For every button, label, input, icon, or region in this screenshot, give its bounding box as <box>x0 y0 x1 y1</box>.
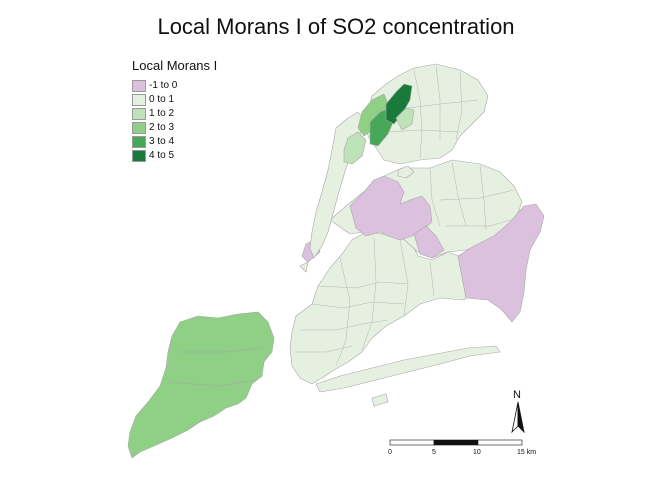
legend-swatch <box>132 121 146 134</box>
legend-swatch <box>132 107 146 120</box>
scale-label: 15 km <box>517 449 536 456</box>
jamaica-purple-region <box>457 203 545 323</box>
scale-segment <box>389 439 435 446</box>
legend-item: 0 to 1 <box>132 93 217 106</box>
legend-item: 1 to 2 <box>132 107 217 120</box>
staten-island-region <box>127 311 275 459</box>
legend-item: 3 to 4 <box>132 135 217 148</box>
rikers-island <box>397 165 415 179</box>
rockaway-region <box>315 345 501 393</box>
legend-label: 1 to 2 <box>149 108 175 119</box>
brooklyn-neighborhood-lines <box>294 237 435 367</box>
north-arrow: N <box>511 389 525 434</box>
legend-item: 2 to 3 <box>132 121 217 134</box>
legend-label: 3 to 4 <box>149 136 175 147</box>
legend-swatch <box>132 135 146 148</box>
flushing-purple-region <box>413 225 445 259</box>
staten-island-divider <box>180 347 263 353</box>
scale-label: 5 <box>432 449 436 456</box>
legend: Local Morans I -1 to 0 0 to 1 1 to 2 2 t… <box>132 58 217 163</box>
legend-swatch <box>132 93 146 106</box>
scale-bar: 0 5 10 15 km <box>388 439 536 456</box>
upper-manhattan-light-green <box>343 131 367 165</box>
staten-island-divider <box>169 379 255 387</box>
scale-segment <box>477 439 523 446</box>
north-label: N <box>513 389 521 401</box>
bronx-region <box>365 63 489 165</box>
legend-title: Local Morans I <box>132 58 218 73</box>
north-arrow-left <box>511 401 519 434</box>
legend-swatch <box>132 79 146 92</box>
legend-label: -1 to 0 <box>149 80 178 91</box>
legend-label: 0 to 1 <box>149 94 175 105</box>
scale-label: 0 <box>388 449 392 456</box>
legend-item: 4 to 5 <box>132 149 217 162</box>
bronx-neighborhood-lines <box>387 65 479 159</box>
astoria-purple-region <box>349 175 433 241</box>
legend-item: -1 to 0 <box>132 79 217 92</box>
scale-label: 10 <box>473 449 481 456</box>
legend-swatch <box>132 149 146 162</box>
legend-label: 4 to 5 <box>149 150 175 161</box>
small-island <box>299 261 309 273</box>
brooklyn-region <box>289 231 467 385</box>
bronx-dark-green-region <box>385 83 413 125</box>
bronx-light-green-region <box>395 107 415 131</box>
north-arrow-right <box>517 401 525 434</box>
queens-neighborhood-lines <box>429 161 515 231</box>
legend-label: 2 to 3 <box>149 122 175 133</box>
map-title: Local Morans I of SO2 concentration <box>157 14 515 39</box>
scale-segment <box>433 439 479 446</box>
breezy-point <box>371 393 389 407</box>
